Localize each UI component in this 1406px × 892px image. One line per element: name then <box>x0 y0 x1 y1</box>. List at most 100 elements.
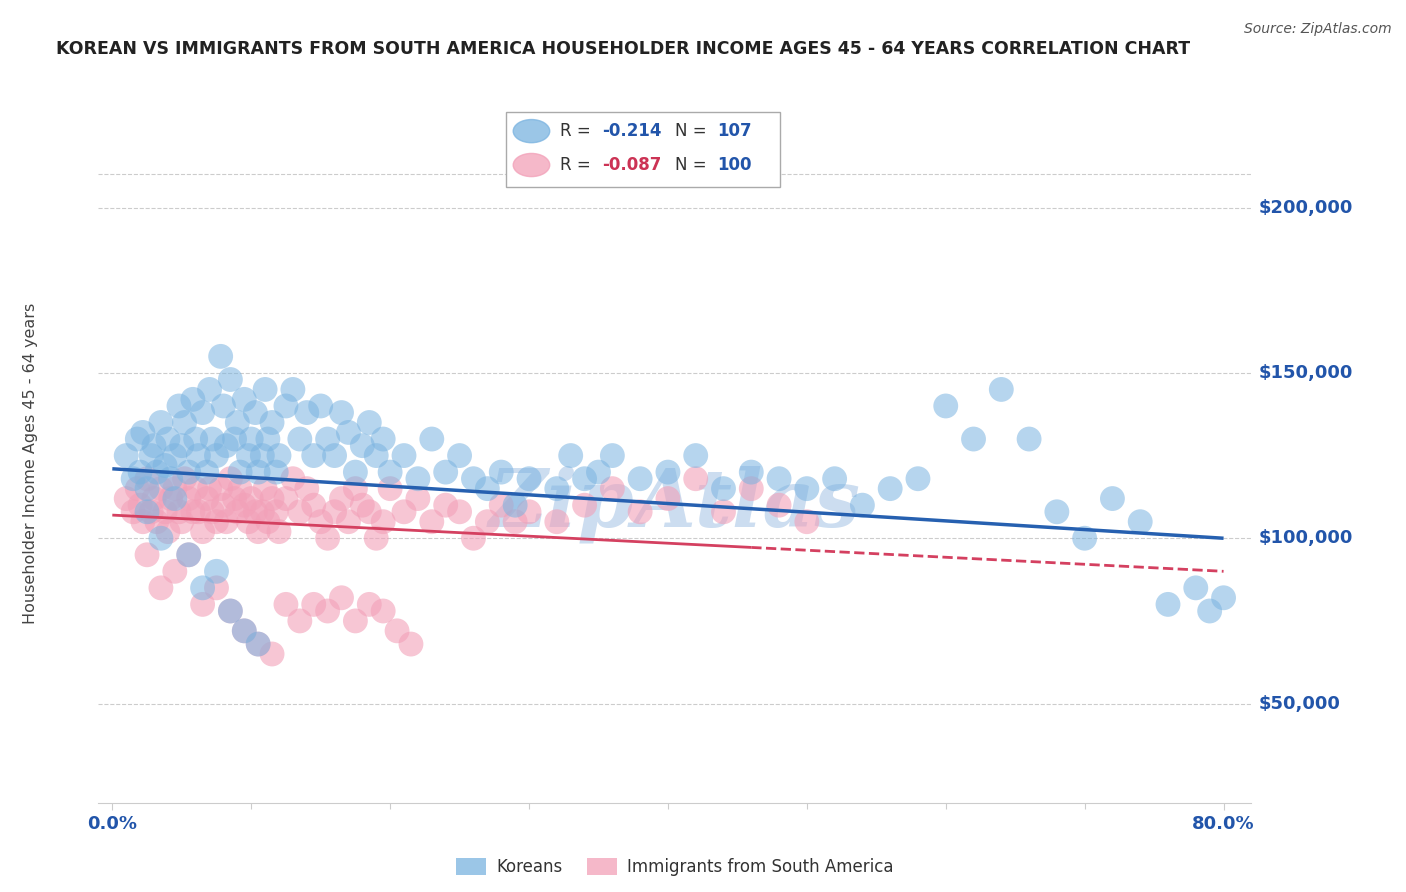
Point <box>260 491 283 506</box>
Point <box>136 505 159 519</box>
Point <box>149 531 172 545</box>
Point <box>373 515 395 529</box>
Point <box>309 399 332 413</box>
Point <box>477 515 499 529</box>
Point <box>1212 591 1234 605</box>
Point <box>226 416 249 430</box>
Point <box>238 515 260 529</box>
Point <box>657 491 679 506</box>
Point <box>149 581 172 595</box>
Point <box>233 624 256 638</box>
Text: $200,000: $200,000 <box>1258 199 1353 217</box>
Point <box>136 472 159 486</box>
Point <box>274 598 297 612</box>
Point <box>167 505 190 519</box>
Point <box>181 392 204 407</box>
Point <box>177 548 200 562</box>
Point <box>195 465 218 479</box>
Point <box>657 465 679 479</box>
Point <box>229 465 252 479</box>
Point <box>159 491 181 506</box>
Point <box>491 498 513 512</box>
Point <box>129 465 152 479</box>
Point <box>219 604 242 618</box>
Point <box>115 491 138 506</box>
Point <box>198 482 221 496</box>
Point <box>546 515 568 529</box>
Point <box>257 515 280 529</box>
Text: 107: 107 <box>717 122 752 140</box>
Text: $100,000: $100,000 <box>1258 529 1353 548</box>
Point <box>330 591 353 605</box>
Point <box>574 472 596 486</box>
Point <box>434 465 457 479</box>
Point <box>449 449 471 463</box>
Point <box>420 432 443 446</box>
Point <box>198 383 221 397</box>
Point <box>463 531 485 545</box>
Point <box>316 531 339 545</box>
Point <box>141 505 163 519</box>
Point <box>252 449 274 463</box>
Point <box>224 491 246 506</box>
Point <box>156 432 179 446</box>
Point <box>295 482 318 496</box>
Text: N =: N = <box>675 156 711 174</box>
Point <box>127 432 149 446</box>
Point <box>373 604 395 618</box>
Point <box>713 505 735 519</box>
Point <box>238 449 260 463</box>
Point <box>935 399 957 413</box>
Point <box>163 564 186 578</box>
Point <box>288 432 311 446</box>
Point <box>215 439 238 453</box>
Point <box>205 515 228 529</box>
Point <box>245 505 267 519</box>
Point <box>323 449 346 463</box>
Text: Source: ZipAtlas.com: Source: ZipAtlas.com <box>1244 22 1392 37</box>
Point <box>177 491 200 506</box>
Point <box>122 505 145 519</box>
Point <box>224 432 246 446</box>
Point <box>233 392 256 407</box>
Point <box>392 449 415 463</box>
Point <box>233 624 256 638</box>
Point <box>177 465 200 479</box>
Point <box>226 505 249 519</box>
Point <box>145 465 167 479</box>
Text: R =: R = <box>560 122 596 140</box>
Point <box>517 472 540 486</box>
Text: KOREAN VS IMMIGRANTS FROM SOUTH AMERICA HOUSEHOLDER INCOME AGES 45 - 64 YEARS CO: KOREAN VS IMMIGRANTS FROM SOUTH AMERICA … <box>56 40 1191 58</box>
Text: $50,000: $50,000 <box>1258 695 1340 713</box>
Point <box>115 449 138 463</box>
Point <box>449 505 471 519</box>
Point <box>962 432 984 446</box>
Point <box>187 505 209 519</box>
Point <box>503 498 526 512</box>
Point <box>420 515 443 529</box>
Point <box>267 524 290 539</box>
Point <box>127 482 149 496</box>
Point <box>132 515 155 529</box>
Point <box>191 581 214 595</box>
Point <box>337 515 360 529</box>
Point <box>254 383 277 397</box>
Point <box>1101 491 1123 506</box>
Text: 100: 100 <box>717 156 752 174</box>
Point <box>373 432 395 446</box>
Point <box>1046 505 1069 519</box>
Point <box>385 624 408 638</box>
Point <box>260 647 283 661</box>
Point <box>399 637 422 651</box>
Point <box>274 491 297 506</box>
Point <box>796 482 818 496</box>
Point <box>309 515 332 529</box>
Point <box>302 598 325 612</box>
Point <box>177 548 200 562</box>
Point <box>240 491 263 506</box>
Point <box>229 482 252 496</box>
Point <box>628 505 651 519</box>
Point <box>219 604 242 618</box>
Point <box>503 515 526 529</box>
Text: -0.087: -0.087 <box>602 156 661 174</box>
